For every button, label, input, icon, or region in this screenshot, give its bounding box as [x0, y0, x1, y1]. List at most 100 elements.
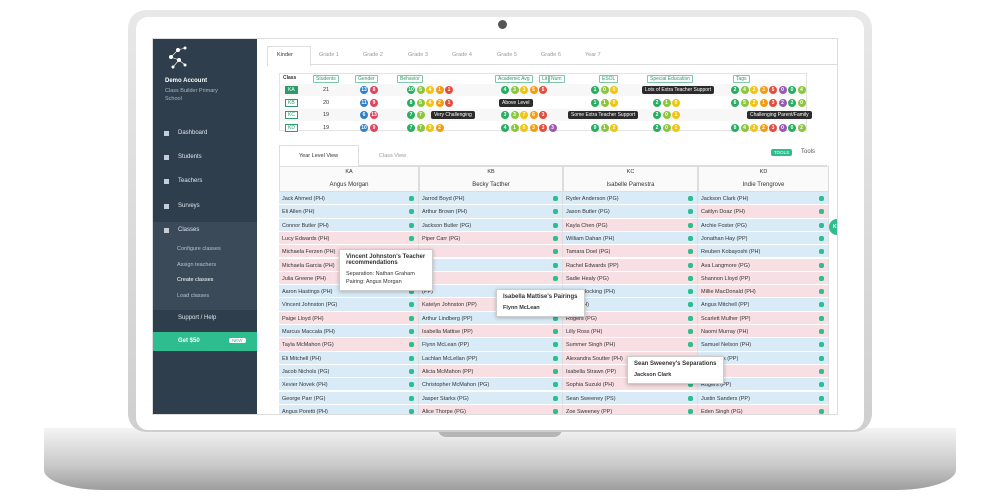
student-row[interactable] — [563, 245, 698, 259]
nav-item[interactable]: Students — [178, 154, 202, 160]
grade-tab[interactable]: Grade 2 — [363, 52, 383, 58]
student-name: Jackson Butler (PG) — [422, 222, 472, 229]
tags-badge: 8 — [731, 123, 739, 132]
grade-tab[interactable]: Grade 4 — [452, 52, 472, 58]
student-row[interactable] — [698, 218, 829, 232]
student-row[interactable] — [419, 404, 563, 414]
student-row[interactable] — [279, 205, 419, 219]
student-row[interactable] — [419, 364, 563, 379]
student-icon — [819, 289, 824, 295]
student-row[interactable] — [698, 364, 829, 379]
student-icon — [553, 235, 558, 241]
student-icon — [819, 368, 824, 374]
student-icon — [409, 355, 414, 361]
student-row[interactable] — [279, 311, 419, 325]
student-row[interactable] — [698, 192, 829, 206]
grade-tab[interactable]: Grade 3 — [408, 52, 428, 58]
student-row[interactable] — [279, 378, 419, 392]
promo-bar[interactable] — [153, 332, 257, 351]
grade-tab[interactable]: Grade 5 — [497, 52, 517, 58]
student-row[interactable] — [279, 404, 419, 414]
student-row[interactable] — [419, 325, 563, 339]
student-row[interactable] — [419, 271, 563, 286]
student-row[interactable] — [563, 298, 698, 312]
academic-badge: 5 — [529, 86, 538, 94]
student-row[interactable] — [563, 404, 698, 414]
view-tab[interactable]: Year Level View — [299, 153, 339, 159]
student-row[interactable] — [563, 192, 698, 206]
tools-menu[interactable]: Tools — [801, 149, 816, 155]
student-row[interactable] — [279, 218, 419, 232]
student-row[interactable] — [279, 338, 419, 352]
student-row[interactable] — [419, 218, 563, 232]
student-row[interactable] — [279, 325, 419, 339]
student-name: George Parr (PG) — [282, 395, 326, 402]
student-row[interactable] — [698, 245, 829, 259]
grade-tab[interactable]: Grade 1 — [319, 52, 339, 58]
student-row[interactable] — [419, 338, 563, 352]
student-row[interactable] — [698, 205, 829, 219]
student-row[interactable] — [698, 378, 829, 392]
student-row[interactable] — [563, 391, 698, 405]
student-row[interactable] — [419, 391, 563, 405]
academic-badge: 3 — [548, 123, 557, 132]
student-row[interactable] — [698, 258, 829, 272]
student-row[interactable] — [419, 351, 563, 365]
student-row[interactable] — [563, 218, 698, 232]
student-row[interactable] — [419, 258, 563, 272]
student-row[interactable] — [279, 391, 419, 405]
student-row[interactable] — [563, 325, 698, 339]
subnav-item[interactable]: Configure classes — [177, 246, 221, 252]
subnav-item[interactable]: Load classes — [177, 292, 210, 299]
student-row[interactable] — [279, 364, 419, 379]
summary-header: Num — [548, 75, 565, 83]
student-row[interactable] — [563, 311, 698, 325]
gender-badge: 8 — [370, 86, 378, 94]
student-row[interactable] — [419, 205, 563, 219]
student-row[interactable] — [563, 338, 698, 352]
summary-header: Gender — [355, 75, 378, 83]
tags-badge: 2 — [778, 98, 787, 107]
student-row[interactable] — [563, 271, 698, 286]
student-row[interactable] — [698, 271, 829, 286]
student-row[interactable] — [698, 404, 829, 414]
student-row[interactable] — [279, 231, 419, 246]
grade-tab[interactable]: Grade 6 — [541, 52, 561, 58]
nav-item[interactable]: Support / Help — [178, 315, 217, 321]
subnav-item[interactable]: Create classes — [177, 277, 214, 283]
student-row[interactable] — [563, 205, 698, 219]
grade-tab[interactable]: Kinder — [277, 52, 293, 58]
student-row[interactable] — [563, 258, 698, 272]
subnav-item[interactable]: Assign teachers — [177, 261, 217, 268]
student-row[interactable] — [279, 351, 419, 365]
student-row[interactable] — [419, 378, 563, 392]
nav-item[interactable]: Dashboard — [178, 130, 208, 136]
student-row[interactable] — [698, 298, 829, 312]
student-row[interactable] — [279, 298, 419, 312]
student-row[interactable] — [419, 192, 563, 206]
nav-item[interactable]: Teachers — [178, 178, 203, 184]
nav-item[interactable]: Classes — [178, 227, 200, 233]
popup-line: Jackson Clark — [634, 372, 672, 378]
student-row[interactable] — [698, 338, 829, 352]
student-name: Shannon Lloyd (PP) — [701, 275, 751, 282]
student-row[interactable] — [698, 391, 829, 405]
student-row[interactable] — [698, 351, 829, 365]
student-row[interactable] — [419, 231, 563, 246]
student-row[interactable] — [563, 285, 698, 299]
nav-item[interactable]: Surveys — [178, 203, 200, 209]
student-row[interactable] — [698, 231, 829, 246]
student-row[interactable] — [419, 245, 563, 259]
tags-badge: 2 — [750, 98, 758, 107]
student-name: Flynn McLean (PP) — [422, 342, 470, 349]
student-row[interactable] — [698, 311, 829, 325]
grade-tab[interactable]: Year 7 — [585, 52, 601, 58]
view-tab[interactable]: Class View — [379, 153, 407, 159]
student-row[interactable] — [698, 285, 829, 299]
student-row[interactable] — [698, 325, 829, 339]
view-tab-active — [279, 145, 359, 167]
student-row[interactable] — [563, 231, 698, 246]
side-tab[interactable]: KEY — [829, 219, 837, 235]
summary-header: Students — [313, 75, 339, 83]
student-row[interactable] — [279, 192, 419, 206]
